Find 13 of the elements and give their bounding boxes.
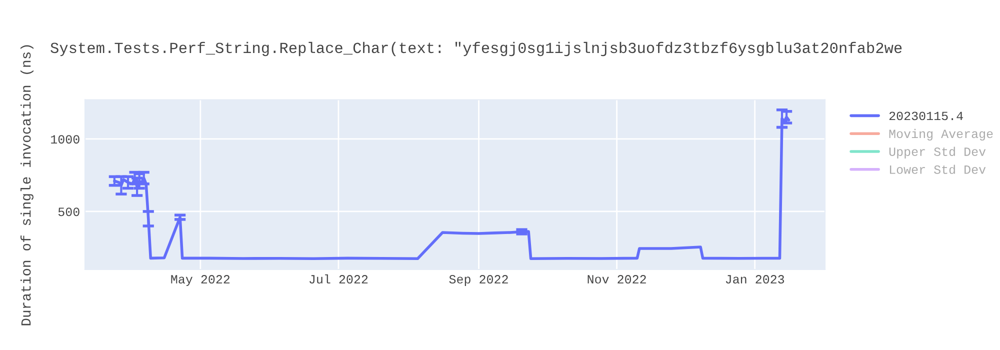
legend-label: Lower Std Dev [890,164,986,174]
legend-label: 20230115.4 [889,112,963,120]
chart-title: System.Tests.Perf_String.Replace_Char(text: "yfesgj0sg1ijslnjsb3uofdz3tbzf6ysgblu3at20nfab2we [50,42,902,56]
legend-label: Upper Std Dev [889,146,986,158]
x-tick-label: Jan 2023 [726,275,784,284]
y-tick-label: 500 [58,208,80,216]
x-tick-label: Nov 2022 [588,275,646,284]
y-axis-title: Duration of single invocation (ns) [20,45,34,326]
x-tick-label: Jul 2022 [310,274,368,284]
y-tick-label: 1000 [51,135,80,144]
legend-label: Moving Average [889,128,993,141]
x-tick-label: Sep 2022 [449,275,508,286]
x-tick-label: May 2022 [171,275,230,286]
